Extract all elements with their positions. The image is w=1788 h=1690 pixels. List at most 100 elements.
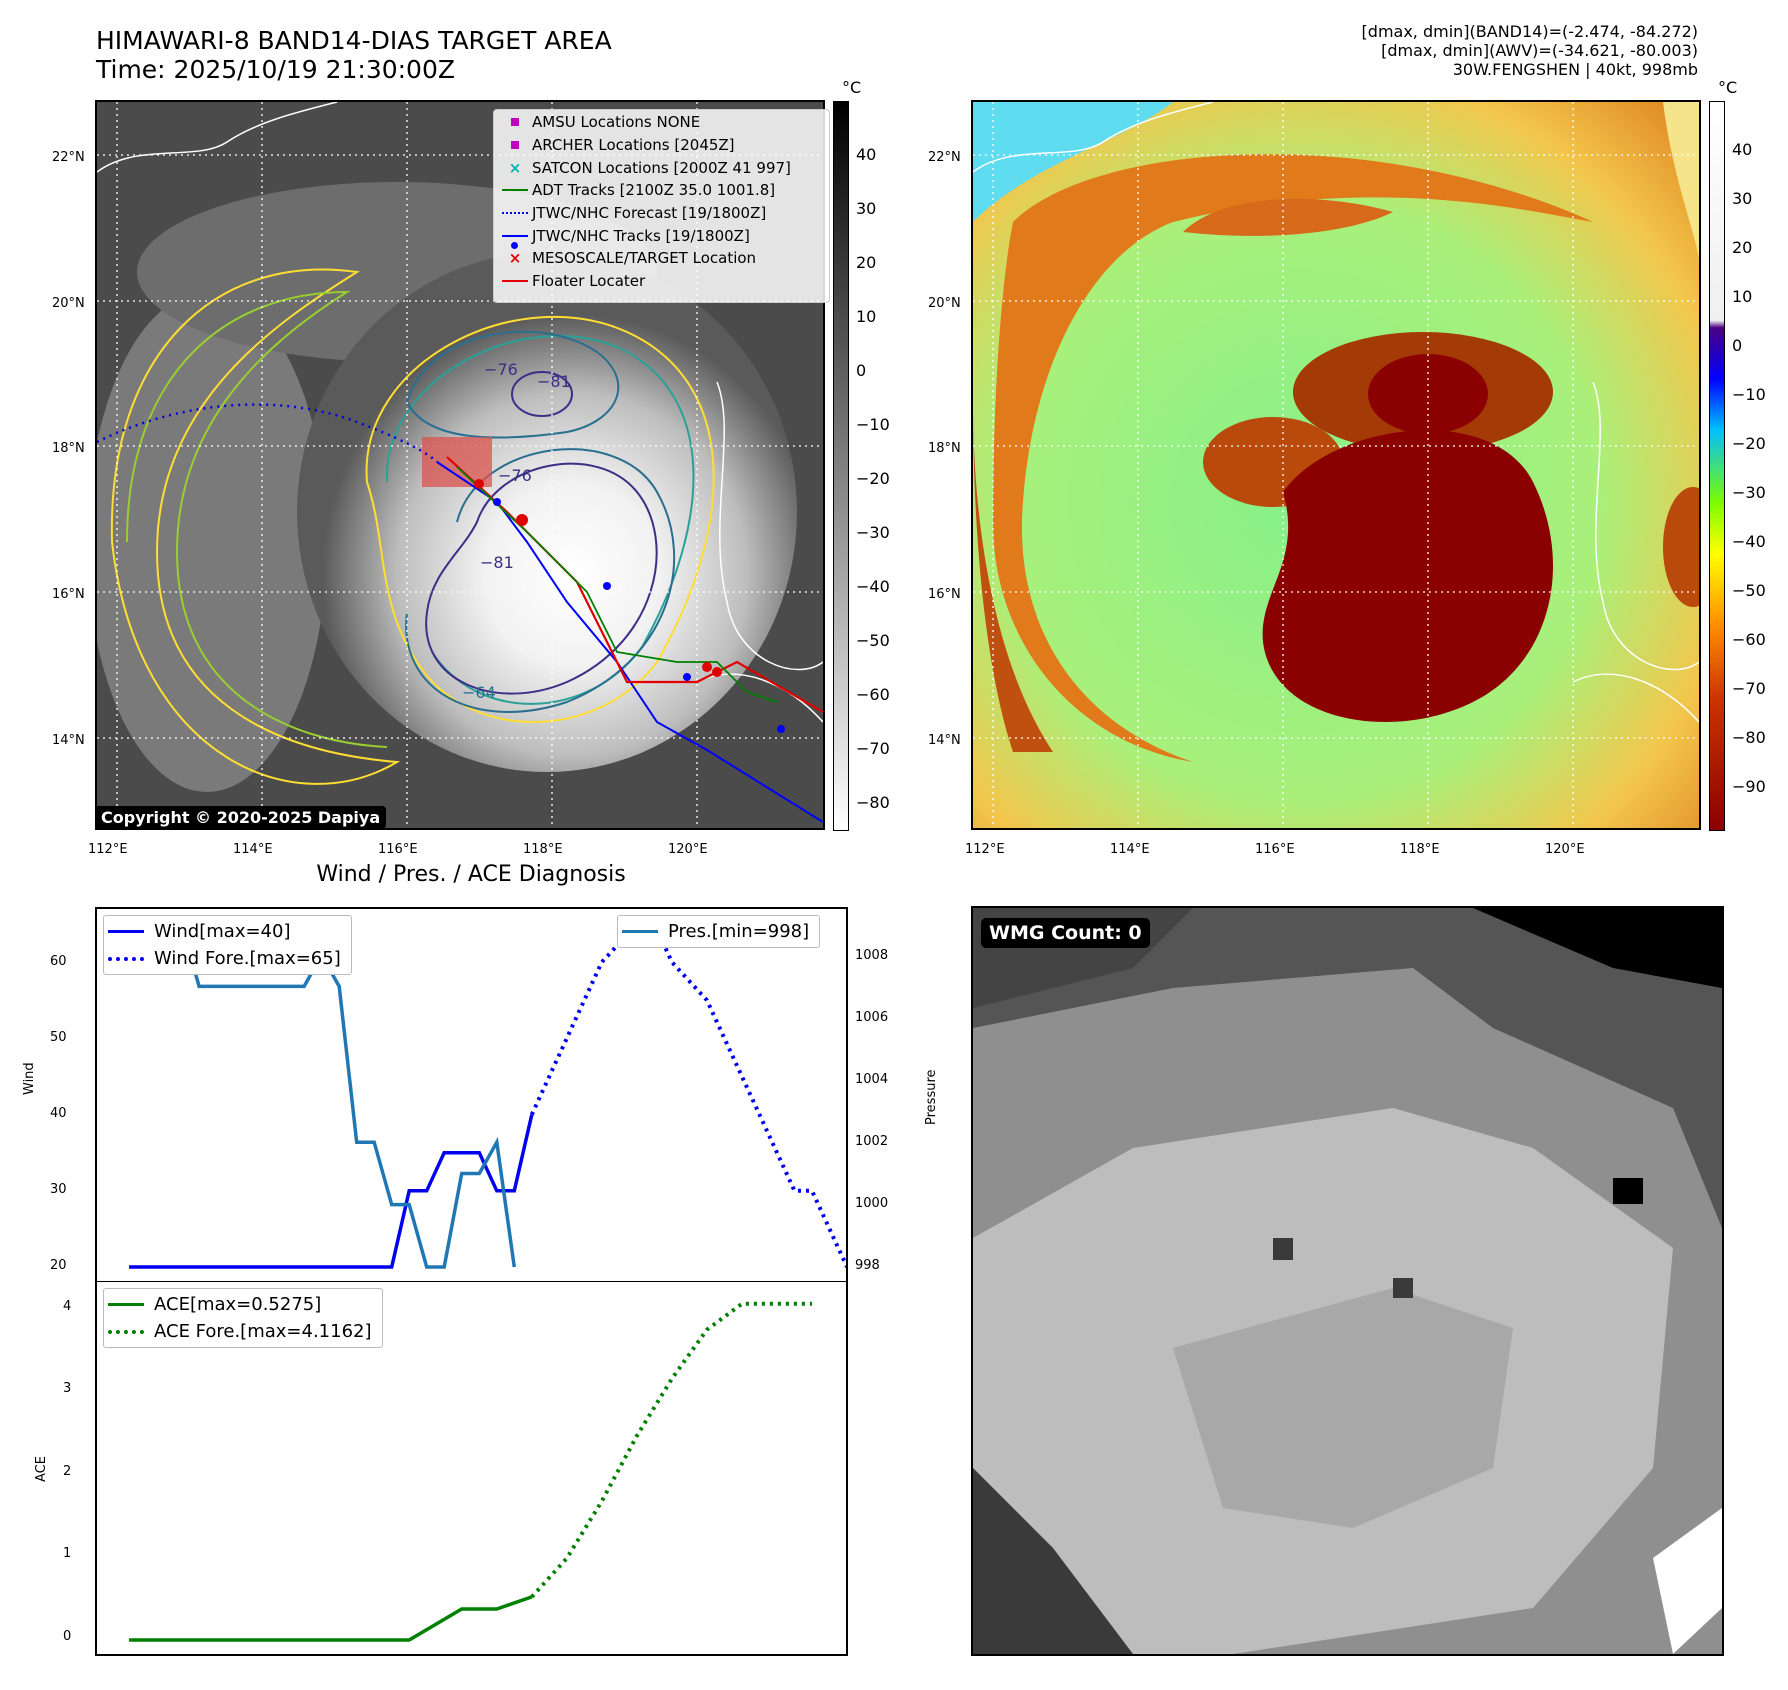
colorbar-tick: 40: [856, 145, 877, 164]
colorbar-tick: −80: [856, 793, 890, 812]
contour-label: −76: [484, 360, 518, 379]
colorbar-tick: −30: [1732, 483, 1766, 502]
pressure-ticks: 1008 1006 1004 1002 1000 998: [855, 945, 905, 1285]
lon-tick: 112°E: [88, 842, 128, 857]
awv-map-imagery: [973, 102, 1699, 828]
wind-axis-label: Wind: [22, 1062, 37, 1095]
awv-colorbar-ticks: 40 30 20 10 0 −10 −20 −30 −40 −50 −60 −7…: [1732, 140, 1772, 820]
ace-ticks: 4 3 2 1 0: [63, 1299, 93, 1649]
legend-item: AMSU Locations NONE: [498, 111, 825, 134]
lon-tick: 118°E: [1400, 842, 1440, 857]
info-line-3: 30W.FENGSHEN | 40kt, 998mb: [1452, 60, 1698, 79]
lat-tick: 16°N: [52, 587, 85, 602]
ace-tick: 1: [63, 1546, 72, 1561]
pressure-tick: 1002: [855, 1134, 889, 1149]
colorbar-tick: 0: [1732, 336, 1743, 355]
wind-ticks: 60 50 40 30 20: [50, 945, 90, 1285]
ir-colorbar-ticks: 40 30 20 10 0 −10 −20 −30 −40 −50 −60 −7…: [856, 145, 896, 825]
ir-map-imagery: [97, 102, 823, 828]
contour-label: −64: [462, 683, 496, 702]
colorbar-tick: 10: [1732, 287, 1753, 306]
lon-tick: 114°E: [1110, 842, 1150, 857]
ace-legend: ACE[max=0.5275] ACE Fore.[max=4.1162]: [103, 1288, 383, 1348]
contour-label: −81: [480, 553, 514, 572]
map-legend: AMSU Locations NONE ARCHER Locations [20…: [493, 109, 830, 303]
colorbar-tick: −70: [856, 739, 890, 758]
ace-axis-label: ACE: [34, 1456, 49, 1482]
pressure-legend: Pres.[min=998]: [617, 915, 821, 948]
legend-item: × SATCON Locations [2000Z 41 997]: [508, 158, 791, 177]
awv-colorbar: [1709, 101, 1725, 831]
series-line-ace: [129, 1595, 533, 1642]
colorbar-tick: −80: [1732, 728, 1766, 747]
wind-tick: 30: [50, 1182, 67, 1197]
colorbar-tick: −60: [856, 685, 890, 704]
info-line-1: [dmax, dmin](BAND14)=(-2.474, -84.272): [1361, 22, 1698, 41]
lat-tick: 16°N: [928, 587, 961, 602]
colorbar-tick: −40: [1732, 532, 1766, 551]
colorbar-tick: 30: [1732, 189, 1753, 208]
colorbar-tick: 40: [1732, 140, 1753, 159]
colorbar-tick: 20: [856, 253, 877, 272]
legend-item: JTWC/NHC Tracks [19/1800Z]: [498, 224, 825, 249]
pressure-tick: 998: [855, 1258, 880, 1273]
lon-tick: 112°E: [965, 842, 1005, 857]
figure-title: HIMAWARI-8 BAND14-DIAS TARGET AREA Time:…: [96, 26, 612, 84]
lat-tick: 20°N: [928, 296, 961, 311]
ace-plot: [129, 1301, 812, 1642]
pressure-axis-label: Pressure: [924, 1069, 939, 1125]
colorbar-unit: °C: [1718, 78, 1738, 97]
lat-tick: 14°N: [52, 733, 85, 748]
lat-tick: 14°N: [928, 733, 961, 748]
wmg-panel: [971, 906, 1724, 1656]
lat-tick: 18°N: [52, 441, 85, 456]
diagnosis-title: Wind / Pres. / ACE Diagnosis: [316, 862, 626, 887]
series-line-wind: [129, 1114, 534, 1269]
title-line-2: Time: 2025/10/19 21:30:00Z: [96, 55, 455, 84]
ace-tick: 3: [63, 1381, 72, 1396]
ace-tick: 4: [63, 1299, 72, 1314]
lat-tick: 18°N: [928, 441, 961, 456]
colorbar-tick: 20: [1732, 238, 1753, 257]
ir-colorbar: [833, 101, 849, 831]
legend-item: JTWC/NHC Forecast [19/1800Z]: [498, 202, 825, 225]
colorbar-unit: °C: [842, 78, 862, 97]
ace-panel: [95, 1281, 848, 1656]
colorbar-tick: 0: [856, 361, 867, 380]
wind-legend: Wind[max=40] Wind Fore.[max=65]: [103, 915, 352, 975]
colorbar-tick: −30: [856, 523, 890, 542]
colorbar-tick: −50: [1732, 581, 1766, 600]
lon-tick: 118°E: [523, 842, 563, 857]
legend-item: ACE[max=0.5275]: [108, 1291, 378, 1318]
wind-tick: 20: [50, 1258, 67, 1273]
colorbar-tick: −20: [856, 469, 890, 488]
lat-tick: 22°N: [52, 150, 85, 165]
wind-tick: 50: [50, 1030, 67, 1045]
legend-item: Pres.[min=998]: [622, 918, 815, 945]
series-line-ace-forecast: [530, 1301, 812, 1599]
contour-label: −76: [498, 466, 532, 485]
colorbar-tick: −60: [1732, 630, 1766, 649]
colorbar-tick: −10: [856, 415, 890, 434]
colorbar-tick: −20: [1732, 434, 1766, 453]
series-line-pressure: [129, 922, 517, 1269]
ace-tick: 2: [63, 1464, 72, 1479]
legend-item: Wind Fore.[max=65]: [108, 945, 347, 972]
lat-tick: 20°N: [52, 296, 85, 311]
colorbar-tick: 10: [856, 307, 877, 326]
lon-tick: 120°E: [668, 842, 708, 857]
legend-item: Wind[max=40]: [108, 918, 347, 945]
copyright-badge: Copyright © 2020-2025 Dapiya: [95, 806, 387, 829]
diagnostic-info: [dmax, dmin](BAND14)=(-2.474, -84.272) […: [1362, 22, 1698, 79]
pressure-tick: 1004: [855, 1072, 889, 1087]
contour-label: −81: [537, 372, 571, 391]
colorbar-tick: −70: [1732, 679, 1766, 698]
colorbar-tick: 30: [856, 199, 877, 218]
lat-tick: 22°N: [928, 150, 961, 165]
colorbar-tick: −90: [1732, 777, 1766, 796]
legend-item: × MESOSCALE/TARGET Location: [508, 249, 757, 268]
colorbar-tick: −10: [1732, 385, 1766, 404]
legend-item: ACE Fore.[max=4.1162]: [108, 1318, 378, 1345]
info-line-2: [dmax, dmin](AWV)=(-34.621, -80.003): [1381, 41, 1698, 60]
pressure-tick: 1006: [855, 1010, 889, 1025]
